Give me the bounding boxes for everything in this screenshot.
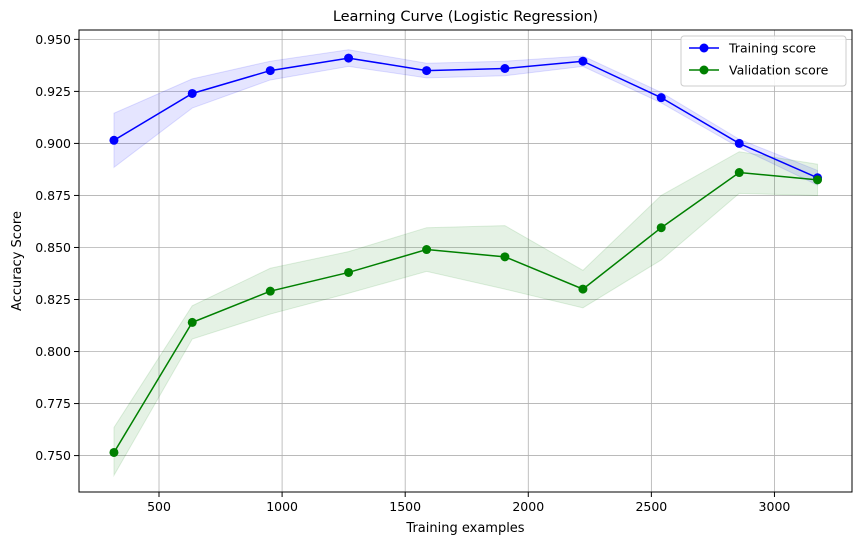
training-point (187, 88, 197, 98)
x-tick-label: 2000 (512, 499, 544, 514)
training-score-line (113, 57, 818, 179)
chart-title: Learning Curve (Logistic Regression) (333, 9, 598, 25)
y-tick-label: 0.950 (35, 32, 71, 47)
validation-point (109, 447, 119, 457)
y-tick-label: 0.750 (35, 448, 71, 463)
legend-label-validation: Validation score (729, 63, 829, 78)
legend-frame (680, 35, 847, 87)
legend-marker-training (699, 43, 709, 53)
validation-std-band (113, 151, 819, 478)
validation-point (500, 252, 510, 262)
grid-lines (79, 30, 852, 492)
training-point (265, 66, 275, 76)
y-axis-label: Accuracy Score (10, 211, 25, 311)
validation-point (187, 317, 197, 327)
x-tick-label: 2500 (635, 499, 667, 514)
legend-marker-validation (699, 65, 709, 75)
x-tick-label: 1000 (266, 499, 298, 514)
legend-label-training: Training score (728, 41, 816, 56)
y-tick-label: 0.900 (35, 136, 71, 151)
y-tick-label: 0.925 (35, 84, 71, 99)
training-std-band (113, 49, 819, 186)
y-tick-label: 0.875 (35, 188, 71, 203)
x-tick-label: 3000 (759, 499, 791, 514)
training-point (656, 93, 666, 103)
training-point (422, 66, 432, 76)
training-point (734, 138, 744, 148)
validation-point (344, 267, 354, 277)
validation-point (265, 286, 275, 296)
plot-area-frame (78, 29, 853, 493)
x-axis-label: Training examples (405, 521, 524, 536)
training-point (109, 135, 119, 145)
training-point (578, 56, 588, 66)
confidence-bands (113, 49, 819, 478)
validation-point (422, 245, 432, 255)
y-tick-label: 0.850 (35, 240, 71, 255)
training-point (500, 64, 510, 73)
y-tick-label: 0.800 (35, 344, 71, 359)
series-lines (109, 53, 823, 457)
x-tick-label: 500 (147, 499, 171, 514)
y-tick-label: 0.775 (35, 396, 71, 411)
axis-ticks: 500 1000 1500 2000 2500 3000 0.750 0.775 0.800 0.… (35, 32, 790, 514)
training-point (344, 53, 354, 63)
validation-point (813, 175, 823, 185)
y-tick-label: 0.825 (35, 292, 71, 307)
validation-point (734, 168, 744, 178)
validation-point (578, 284, 588, 294)
legend: Training score Validation score (680, 35, 847, 87)
validation-score-line (113, 171, 818, 453)
x-tick-label: 1500 (389, 499, 421, 514)
validation-point (656, 223, 666, 233)
